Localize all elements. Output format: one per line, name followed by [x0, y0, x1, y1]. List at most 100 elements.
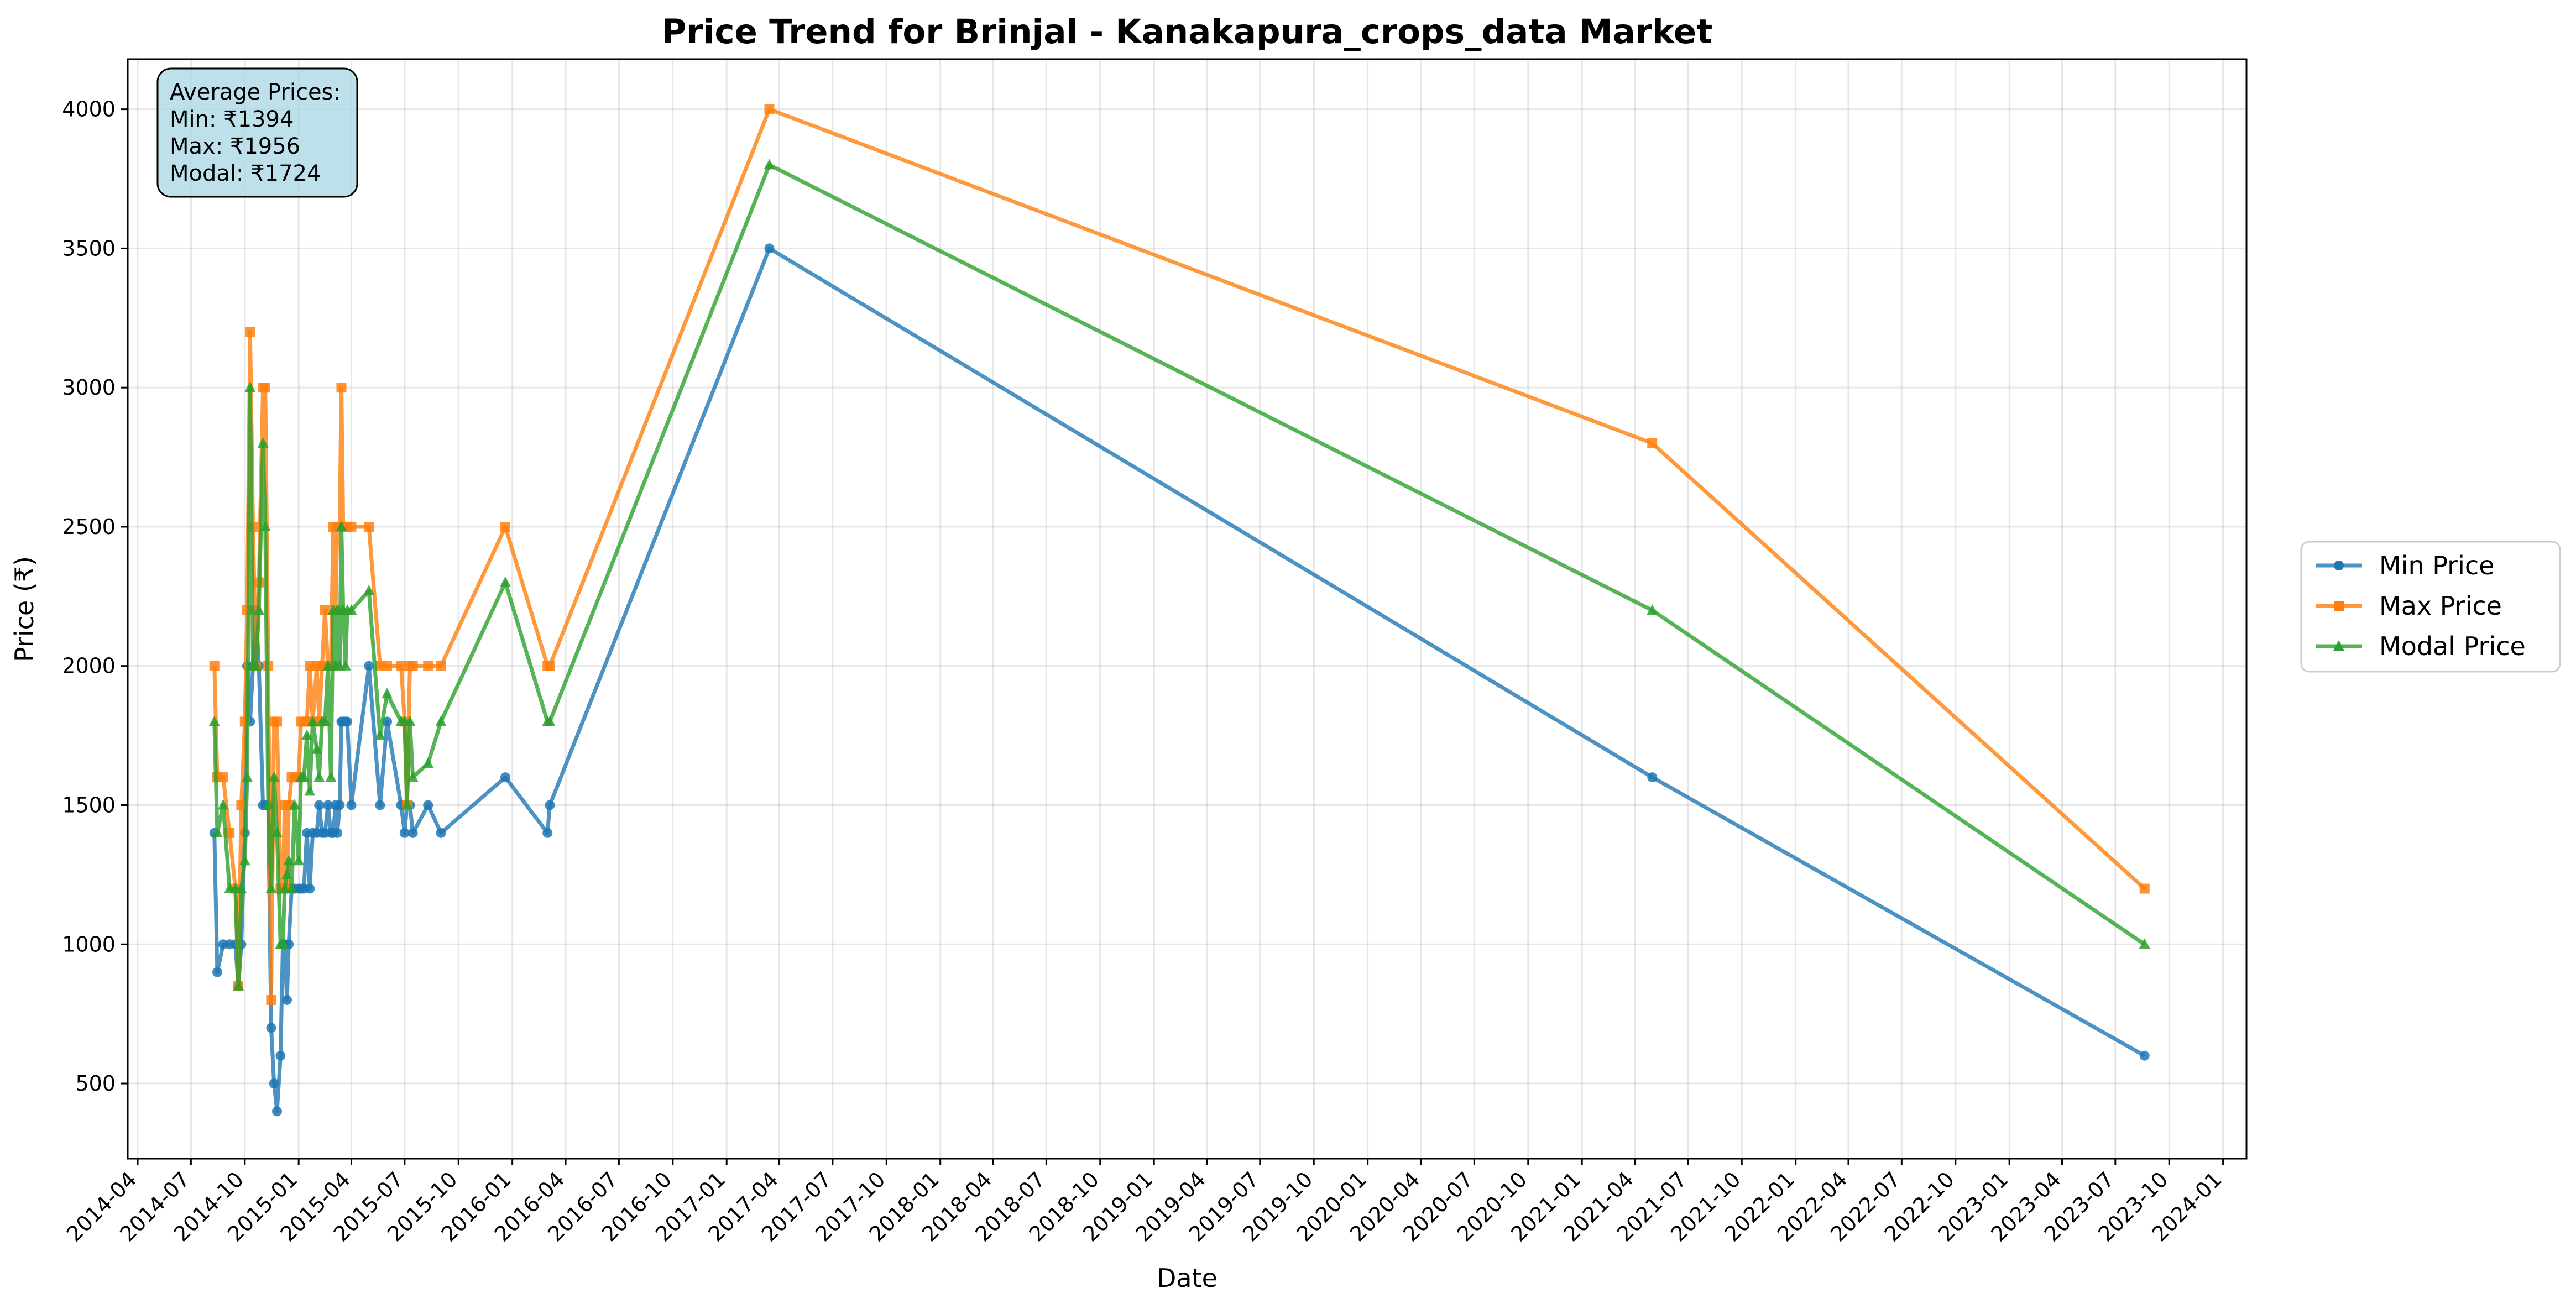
- modal-price-point: [339, 659, 351, 671]
- modal-price-point: [311, 743, 323, 754]
- modal-price-point: [404, 715, 416, 726]
- min-price-point: [399, 828, 410, 838]
- modal-price-point: [764, 159, 775, 170]
- min-price-point: [764, 243, 775, 254]
- average-max-price: Max: ₹1956: [170, 134, 300, 159]
- max-price-point: [218, 772, 228, 783]
- max-price-point: [245, 327, 255, 337]
- max-price-point: [436, 661, 446, 671]
- modal-price-point: [313, 771, 325, 782]
- y-axis: 500 1000 1500 2000 2500 3000 3500 4000: [62, 97, 128, 1096]
- y-tick-label: 1000: [62, 932, 116, 956]
- modal-price-point: [257, 437, 269, 448]
- modal-price-point: [265, 882, 277, 893]
- max-price-point: [336, 383, 347, 393]
- max-price-point: [1647, 438, 1658, 448]
- min-price-point: [500, 772, 510, 783]
- modal-price-point: [298, 771, 310, 782]
- min-price-point: [266, 1023, 276, 1033]
- legend: Min Price Max Price Modal Price: [2300, 541, 2561, 673]
- modal-price-point: [250, 659, 262, 671]
- modal-price-point: [319, 715, 331, 726]
- y-tick-label: 2500: [62, 515, 116, 539]
- series-layer: [208, 104, 2150, 1117]
- min-price-point: [314, 800, 325, 810]
- max-price-point: [209, 661, 220, 671]
- modal-price-point: [279, 882, 290, 893]
- modal-price-point: [239, 855, 250, 866]
- min-price-point: [423, 800, 433, 810]
- max-price-point: [423, 661, 433, 671]
- average-modal-price: Modal: ₹1724: [170, 161, 321, 186]
- legend-label-min-price: Min Price: [2379, 551, 2494, 580]
- modal-price-point: [307, 715, 318, 726]
- min-price-point: [332, 828, 343, 838]
- y-axis-label: Price (₹): [9, 556, 39, 662]
- modal-price-point: [435, 715, 447, 726]
- legend-marker-modal-price: [2333, 640, 2344, 651]
- min-price-point: [436, 828, 446, 838]
- modal-price-point: [283, 855, 295, 866]
- min-price-point: [212, 967, 223, 977]
- min-price-point: [323, 800, 333, 810]
- modal-price-point: [544, 715, 556, 726]
- modal-price-point: [325, 771, 337, 782]
- min-price-point: [2139, 1050, 2150, 1061]
- modal-price-point: [217, 799, 229, 810]
- y-tick-label: 1500: [62, 793, 116, 817]
- max-price-point: [2139, 883, 2150, 894]
- modal-price-point: [271, 826, 283, 837]
- y-tick-label: 4000: [62, 97, 116, 122]
- modal-price-point: [253, 604, 265, 615]
- min-price-point: [364, 661, 374, 671]
- modal-price-series: [208, 159, 2150, 991]
- modal-price-point: [263, 799, 274, 810]
- max-price-point: [382, 661, 393, 671]
- max-price-point: [346, 521, 357, 532]
- min-price-point: [305, 883, 315, 894]
- modal-price-point: [304, 785, 316, 796]
- max-price-point: [266, 994, 276, 1005]
- legend-label-max-price: Max Price: [2379, 591, 2502, 621]
- plot-background: [128, 59, 2246, 1159]
- modal-price-point: [236, 882, 247, 893]
- max-price-point: [407, 661, 418, 671]
- max-price-point: [545, 661, 555, 671]
- min-price-point: [346, 800, 357, 810]
- min-price-point: [1647, 772, 1658, 783]
- max-price-point: [396, 661, 406, 671]
- max-price-point: [364, 521, 374, 532]
- modal-price-point: [322, 659, 334, 671]
- min-price-point: [375, 800, 385, 810]
- min-price-point: [275, 1050, 286, 1061]
- average-prices-box: Average Prices: Min: ₹1394 Max: ₹1956 Mo…: [156, 67, 358, 198]
- modal-price-point: [293, 855, 305, 866]
- min-price-point: [342, 716, 353, 727]
- min-price-point: [269, 1078, 279, 1089]
- y-tick-label: 2000: [62, 654, 116, 678]
- max-price-point: [320, 605, 330, 616]
- y-tick-label: 3000: [62, 375, 116, 400]
- average-prices-heading: Average Prices:: [170, 80, 341, 105]
- max-price-point: [236, 800, 247, 810]
- modal-price-point: [382, 688, 393, 699]
- chart-title: Price Trend for Brinjal - Kanakapura_cro…: [662, 12, 1713, 51]
- modal-price-point: [346, 604, 357, 615]
- grid: [128, 59, 2246, 1159]
- legend-label-modal-price: Modal Price: [2379, 631, 2526, 661]
- modal-price-point: [1647, 604, 1658, 615]
- min-price-point: [407, 828, 418, 838]
- modal-price-point: [374, 729, 386, 740]
- legend-marker-min-price: [2334, 561, 2344, 570]
- modal-price-point: [268, 771, 280, 782]
- plot-frame: [127, 58, 2248, 1160]
- min-price-point: [542, 828, 553, 838]
- min-price-point: [335, 800, 345, 810]
- average-min-price: Min: ₹1394: [170, 107, 294, 132]
- max-price-point: [260, 383, 270, 393]
- modal-price-point: [363, 584, 375, 595]
- modal-price-point: [212, 826, 223, 837]
- y-tick-label: 500: [75, 1071, 116, 1096]
